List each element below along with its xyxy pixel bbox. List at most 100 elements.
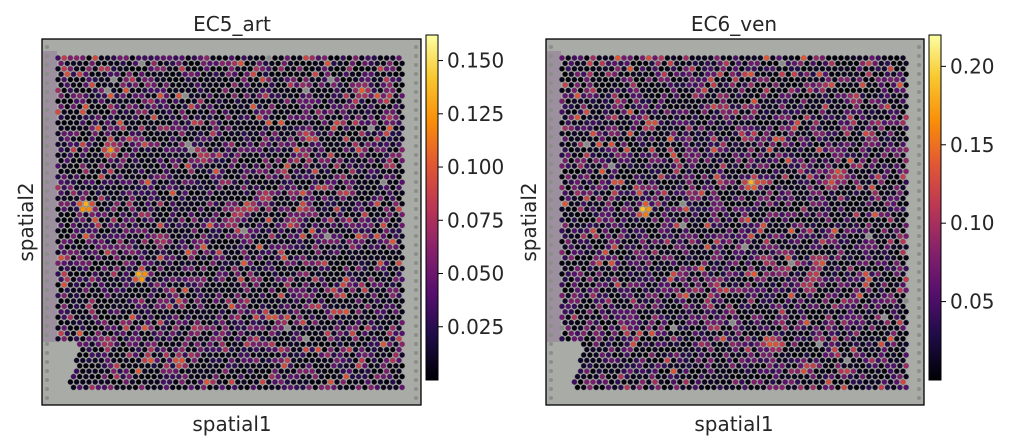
spot [222,195,229,202]
spot [349,341,356,348]
spot [652,109,658,115]
spot [182,319,188,326]
spot [306,190,312,196]
spot [166,152,173,159]
spot [773,179,779,186]
spot [568,103,575,110]
spot [337,287,343,294]
spot [776,141,782,148]
spot [132,362,139,369]
spot [207,190,213,196]
spot [393,330,399,337]
spot [129,357,136,364]
spot [138,136,145,142]
spot [751,65,758,72]
spot [343,200,350,207]
spot [126,233,133,240]
spot [272,368,278,375]
spot [58,265,64,272]
spot [349,362,356,369]
spot [368,82,374,88]
spot [303,87,309,93]
spot [714,141,720,148]
spot [250,298,257,304]
spot [349,200,356,207]
spot [331,287,337,294]
spot [903,71,909,78]
spot [64,103,71,110]
spot [148,335,154,342]
spot [649,146,655,153]
spot [228,379,235,385]
spot [349,298,356,304]
spot [92,314,99,321]
spot [79,335,86,342]
spot [794,76,801,83]
spot [738,195,745,202]
spot [151,60,157,67]
spot [148,357,154,364]
spot [225,92,232,99]
spot [383,195,390,202]
spot [689,130,696,137]
spot [686,71,692,78]
spot [123,357,130,364]
spot [327,217,334,223]
spot [241,249,247,256]
spot [380,233,387,240]
spot [203,368,210,375]
spot [228,271,235,277]
spot [238,244,244,250]
spot [695,130,702,137]
spot [340,368,347,375]
spot [362,330,368,337]
spot [55,227,61,234]
spot [219,168,226,175]
spot [210,206,216,213]
spot [362,114,368,121]
spot [624,179,630,186]
spot [244,211,250,218]
spot [306,179,312,186]
spot [262,125,269,132]
spot [148,206,154,213]
spot [368,103,374,110]
spot [194,244,201,250]
spot [207,146,213,153]
spot [188,384,195,391]
spot [636,60,643,67]
spot [250,190,257,196]
spot [583,195,590,202]
spot [262,114,269,121]
spot [639,76,646,83]
spot [166,227,173,234]
spot [92,163,99,169]
spot [296,379,303,385]
spot [757,76,764,83]
spot [234,260,241,267]
spot [835,60,841,67]
spot [368,114,374,121]
spot [272,163,278,169]
spot [362,92,368,99]
spot [241,152,247,159]
spot [732,76,739,83]
spot [259,152,266,159]
spot [358,260,365,267]
spot [228,260,235,267]
spot [701,109,708,115]
spot [645,173,652,180]
spot [599,146,606,153]
spot [219,136,226,142]
spot [324,362,331,369]
spot [897,146,903,153]
spot [856,130,863,137]
spot [355,114,362,121]
spot [748,71,754,78]
spot [213,190,219,196]
spot [389,368,396,375]
spot [872,114,878,121]
spot [300,211,306,218]
spot [568,190,575,196]
spot [61,65,68,72]
